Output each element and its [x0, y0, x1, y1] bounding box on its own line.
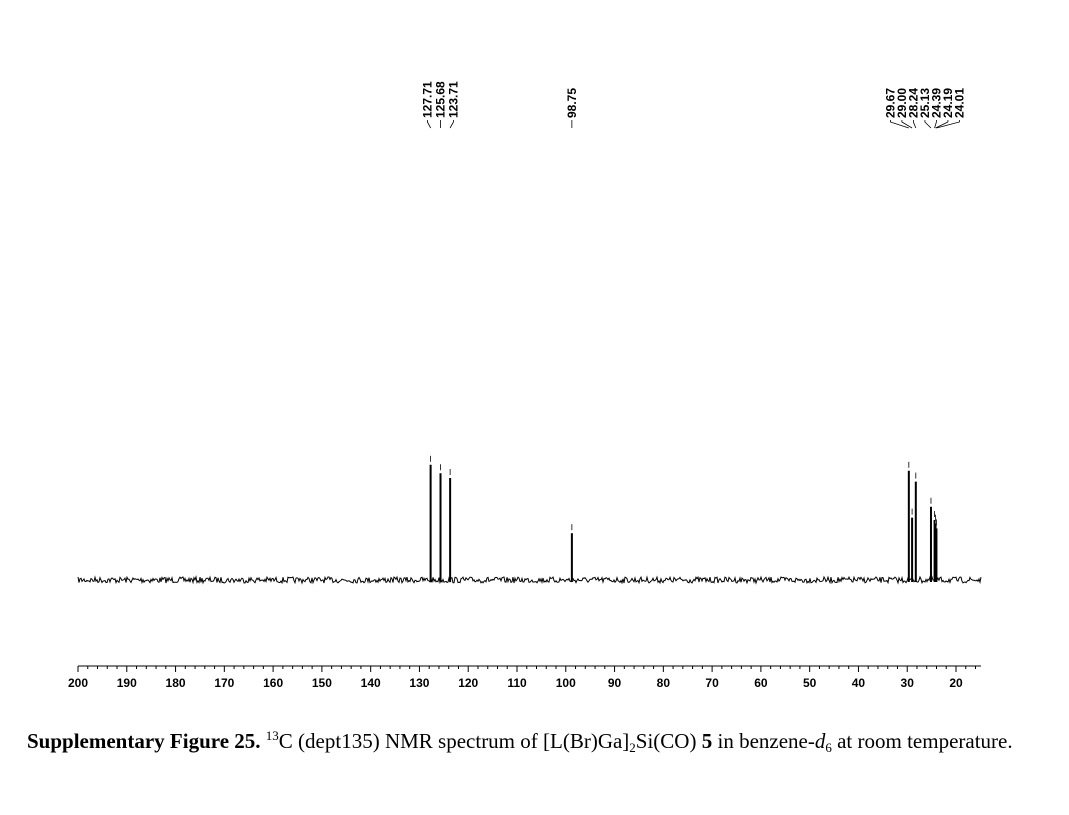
tick-label-170: 170 [214, 676, 234, 690]
leader-line-24.01 [936, 120, 960, 129]
leader-line-24.19 [935, 120, 949, 129]
tick-label-100: 100 [556, 676, 576, 690]
peak-label-127.71: 127.71 [420, 81, 434, 118]
peak-label-29.67: 29.67 [883, 88, 897, 118]
peak-label-24.01: 24.01 [952, 88, 966, 118]
tick-label-40: 40 [852, 676, 866, 690]
tick-label-150: 150 [312, 676, 332, 690]
leader-line-127.71 [427, 120, 431, 129]
tick-label-110: 110 [507, 676, 527, 690]
x-axis: 200 190 180 170 160 150 140 130 120 110 100 90 80 70 6… [68, 665, 981, 690]
tick-label-80: 80 [657, 676, 671, 690]
peak-label-25.13: 25.13 [918, 88, 932, 118]
leader-line-25.13 [924, 120, 932, 129]
caption-isotope: 13 [265, 728, 279, 743]
caption-solvent-subscript: 6 [825, 740, 832, 755]
tick-label-200: 200 [68, 676, 88, 690]
peak-label-24.19: 24.19 [941, 88, 955, 118]
caption-label: Supplementary Figure 25. [27, 729, 261, 753]
caption-compound-number: 5 [701, 729, 713, 753]
peak-label-24.39: 24.39 [929, 88, 943, 118]
figure-caption: Supplementary Figure 25. 13C (dept135) N… [27, 722, 1031, 760]
leader-line-29.00 [901, 120, 913, 129]
peak-label-125.68: 125.68 [433, 81, 447, 118]
peak-label-28.24: 28.24 [906, 88, 920, 118]
leader-line-123.71 [449, 120, 454, 129]
baseline-noise [77, 575, 982, 585]
tick-label-20: 20 [949, 676, 963, 690]
tick-label-90: 90 [608, 676, 622, 690]
leader-line-24.39 [934, 120, 937, 129]
peak-label-123.71: 123.71 [446, 81, 460, 118]
tick-label-50: 50 [803, 676, 817, 690]
tick-label-70: 70 [705, 676, 719, 690]
nmr-spectrum-chart: 127.71 125.68 123.71 98.75 29.6729.0028.2425… [68, 81, 982, 690]
caption-text-4: at room temperature. [831, 729, 1013, 753]
tick-label-160: 160 [263, 676, 283, 690]
leader-line-29.67 [890, 120, 909, 129]
tick-label-180: 180 [166, 676, 186, 690]
peak-label-98.75: 98.75 [565, 88, 579, 118]
tick-label-120: 120 [458, 676, 478, 690]
peak-labels: 127.71 125.68 123.71 98.75 29.6729.0028.2425… [420, 81, 966, 129]
tick-label-30: 30 [901, 676, 915, 690]
spectrum-peaks [429, 455, 938, 582]
tick-label-140: 140 [361, 676, 381, 690]
caption-text-3: in benzene- [712, 729, 815, 753]
peak-label-29.00: 29.00 [895, 88, 909, 118]
tick-label-190: 190 [117, 676, 137, 690]
caption-subscript: 2 [629, 740, 636, 755]
leader-line-28.24 [913, 120, 917, 129]
tick-label-130: 130 [409, 676, 429, 690]
tick-label-60: 60 [754, 676, 768, 690]
spectrum-trace [77, 575, 982, 585]
caption-text-2: Si(CO) [635, 729, 702, 753]
caption-text-1: C (dept135) NMR spectrum of [L(Br)Ga] [278, 729, 630, 753]
caption-solvent: d [814, 729, 826, 753]
